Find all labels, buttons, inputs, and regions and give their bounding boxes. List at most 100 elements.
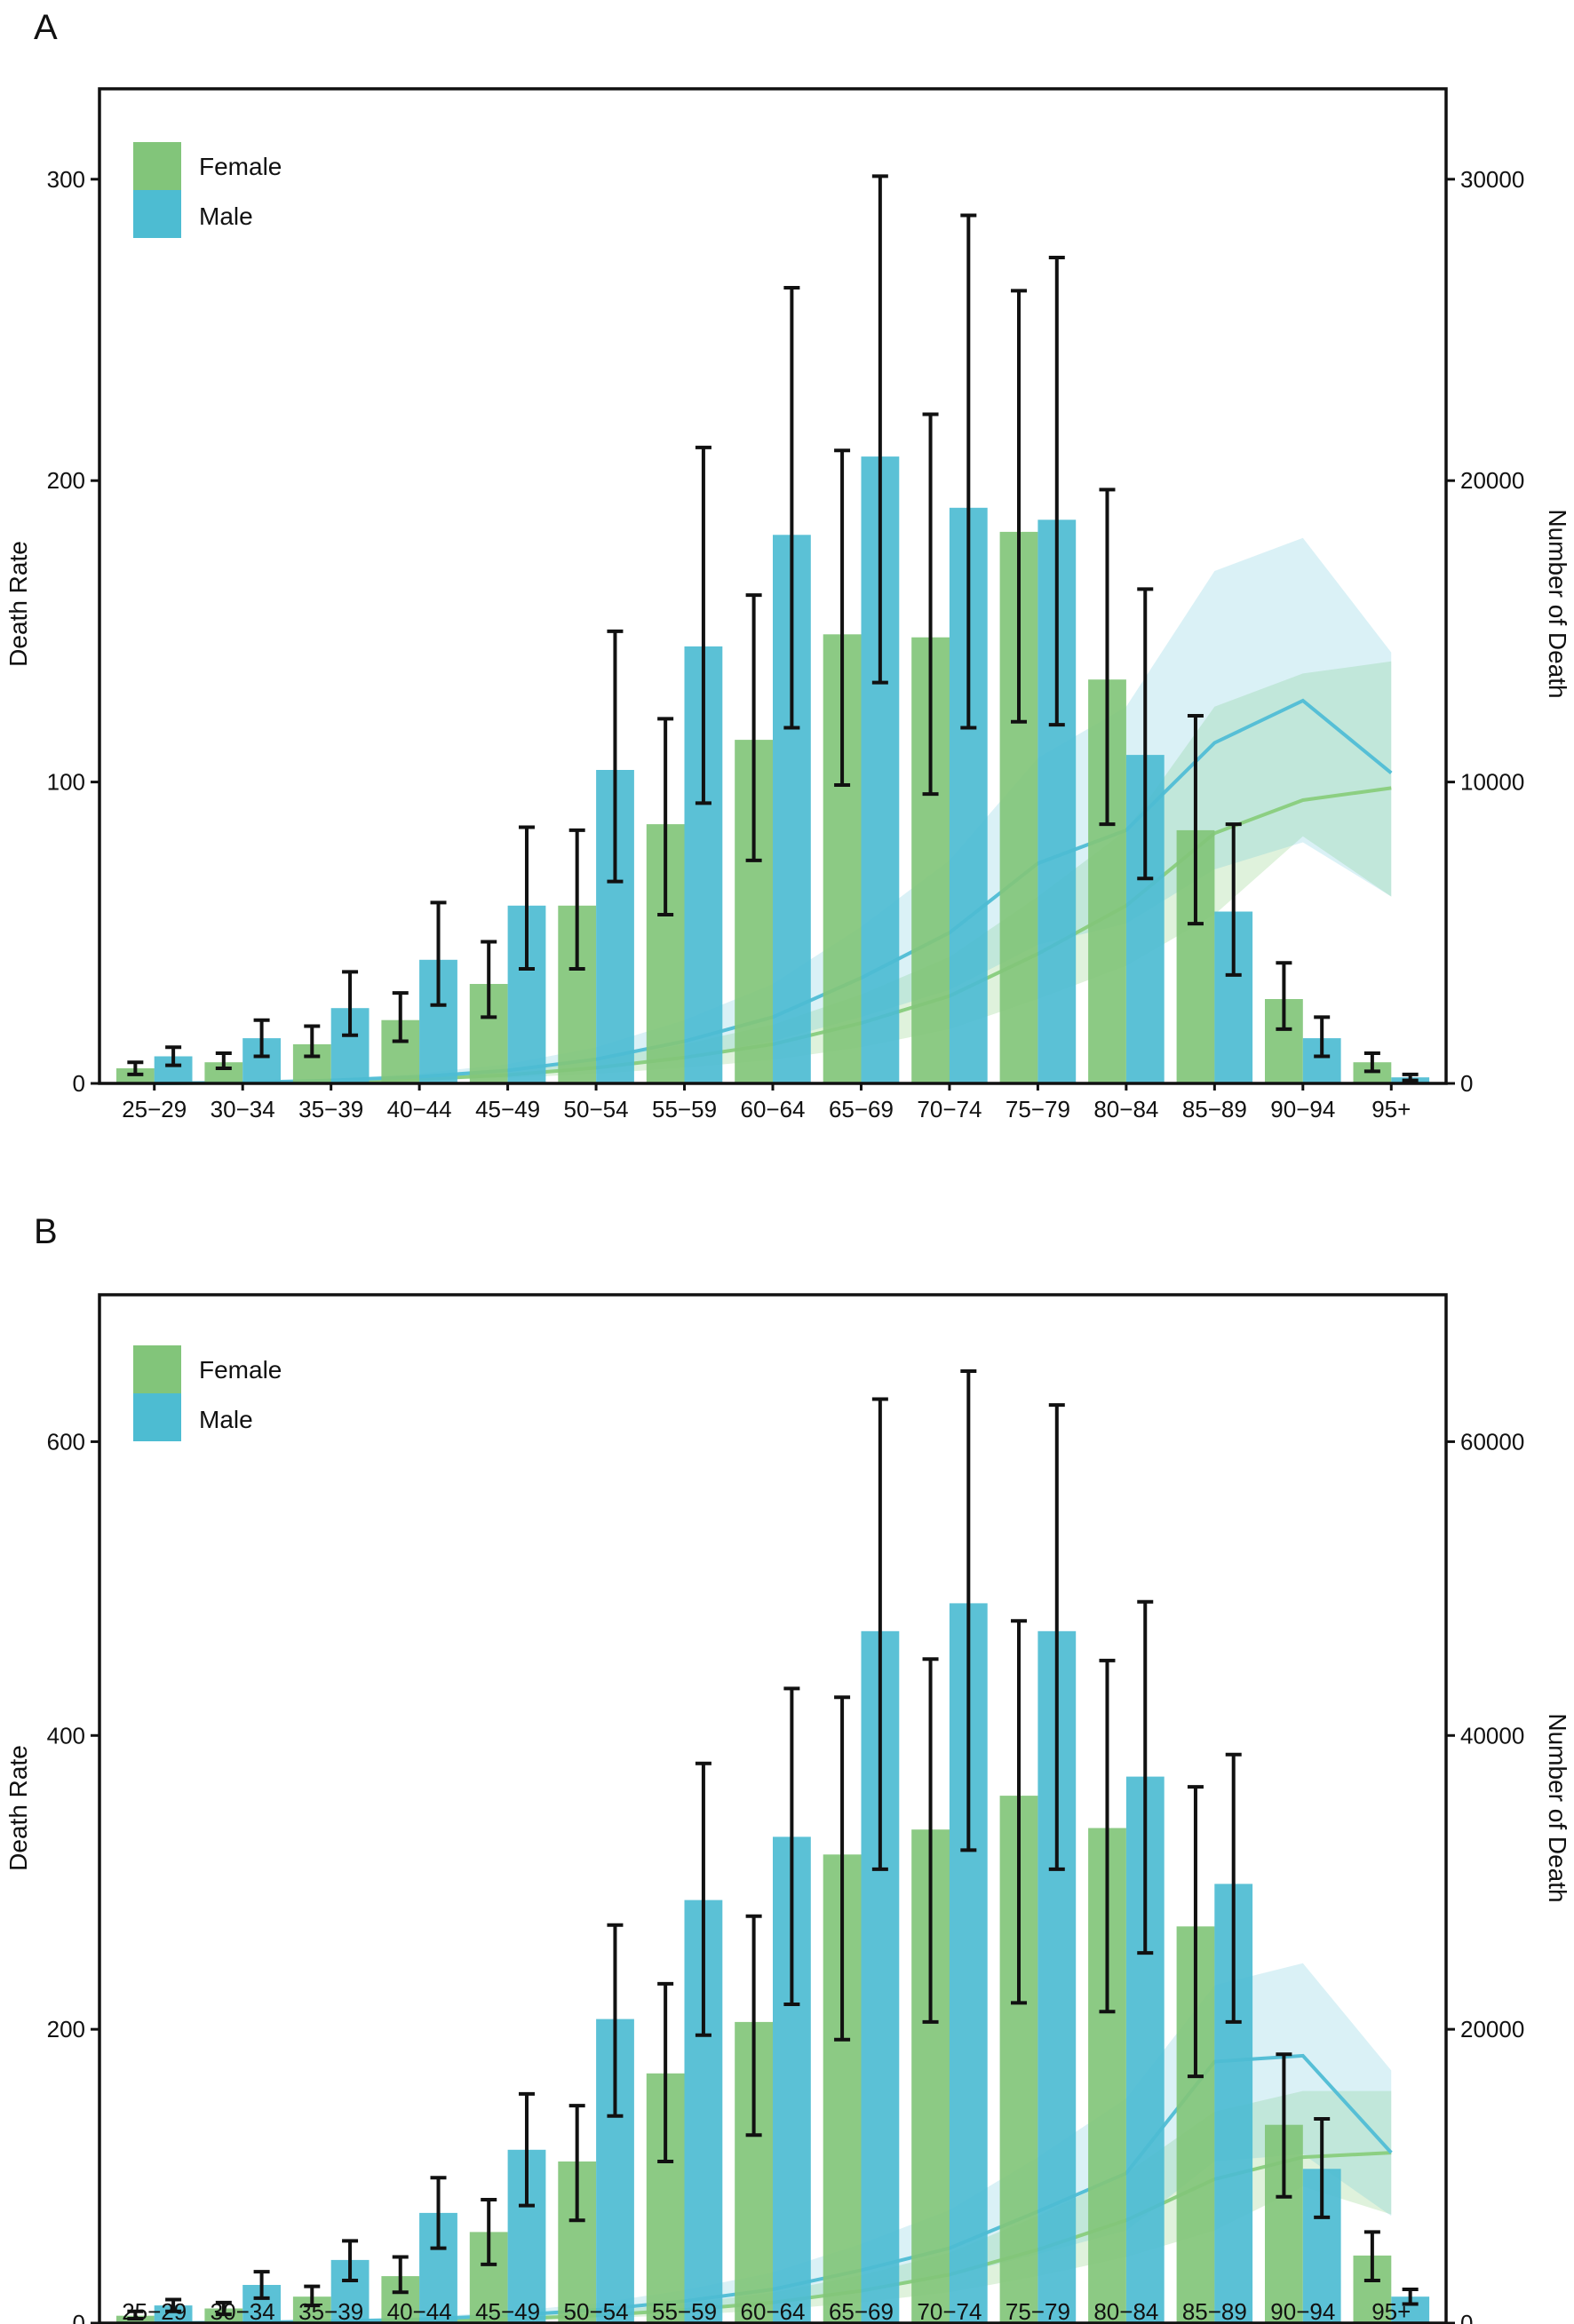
x-tick-label: 45−49 (475, 2298, 540, 2324)
y-right-tick-label: 60000 (1460, 1428, 1524, 1455)
x-tick-label: 45−49 (475, 1096, 540, 1122)
y-right-tick-label: 10000 (1460, 769, 1524, 796)
error-bar-female-6 (657, 717, 674, 916)
error-bar-male-0 (165, 1045, 182, 1067)
x-tick-label: 60−64 (740, 2298, 805, 2324)
x-tick-label: 40−44 (387, 2298, 452, 2324)
x-tick-label: 95+ (1371, 2298, 1411, 2324)
error-bar-male-7 (783, 1686, 800, 2007)
legend-swatch-male (133, 190, 181, 238)
x-tick-label: 40−44 (387, 1096, 452, 1122)
bar-male-0 (154, 2305, 193, 2323)
error-bar-male-12 (1225, 1752, 1242, 2024)
y-axis-right-label: Number of Death (1544, 509, 1571, 698)
legend: Female Male (133, 1345, 282, 1441)
axes: 0 100 200 300 0 10000 20000 30000 25−29 30−34 35−3… (47, 87, 1524, 1122)
axes: 0 200 400 600 0 20000 40000 60000 25−29 30−34 35−3… (47, 1293, 1524, 2324)
error-bar-female-3 (392, 2255, 409, 2295)
x-tick-label: 30−34 (211, 2298, 275, 2324)
error-bar-male-1 (253, 1018, 270, 1059)
error-bar-male-10 (1048, 256, 1065, 727)
error-bar-male-2 (342, 2239, 359, 2283)
y-tick-label: 0 (73, 1070, 85, 1097)
x-tick-label: 90−94 (1270, 1096, 1335, 1122)
error-bar-male-10 (1048, 1403, 1065, 1871)
legend-label-female: Female (199, 153, 282, 180)
error-bar-male-13 (1314, 2117, 1331, 2219)
error-bar-female-6 (657, 1981, 674, 2164)
error-bar-male-4 (518, 825, 535, 972)
error-bar-female-11 (1099, 488, 1116, 827)
error-bar-male-14 (1402, 2287, 1419, 2306)
error-bar-female-7 (745, 1914, 762, 2138)
error-bar-female-13 (1276, 961, 1292, 1031)
error-bar-female-11 (1099, 1658, 1116, 2014)
error-bar-female-1 (215, 1051, 232, 1071)
confidence-band-female (154, 2090, 1392, 2323)
error-bar-female-4 (481, 940, 497, 1019)
y-right-tick-label: 20000 (1460, 467, 1524, 494)
x-tick-label: 50−54 (564, 1096, 629, 1122)
x-tick-label: 85−89 (1182, 1096, 1247, 1122)
error-bar-male-3 (430, 900, 447, 1007)
y-tick-label: 200 (47, 2016, 85, 2042)
error-bar-male-7 (783, 286, 800, 730)
legend-label-male: Male (199, 1406, 253, 1433)
error-bar-female-2 (304, 1024, 321, 1059)
y-right-tick-label: 30000 (1460, 166, 1524, 193)
error-bar-female-3 (392, 991, 409, 1043)
error-bar-female-1 (215, 2300, 232, 2317)
error-bar-male-2 (342, 970, 359, 1037)
error-bar-female-13 (1276, 2052, 1292, 2199)
legend: Female Male (133, 142, 282, 238)
y-tick-label: 0 (73, 2310, 85, 2324)
error-bar-male-9 (960, 213, 977, 730)
legend-label-female: Female (199, 1356, 282, 1384)
x-tick-label: 80−84 (1093, 1096, 1158, 1122)
legend-label-male: Male (199, 202, 253, 230)
error-bar-male-5 (607, 1923, 624, 2118)
legend-swatch-female (133, 142, 181, 190)
bar-female-1 (204, 1062, 243, 1083)
x-tick-label: 75−79 (1006, 2298, 1070, 2324)
error-bar-female-9 (922, 412, 939, 797)
error-bar-male-8 (871, 174, 888, 685)
legend-swatch-male (133, 1393, 181, 1441)
y-tick-label: 400 (47, 1722, 85, 1749)
x-tick-label: 30−34 (211, 1096, 275, 1122)
y-tick-label: 300 (47, 166, 85, 193)
panel-label: A (34, 8, 58, 47)
x-tick-label: 95+ (1371, 1096, 1411, 1122)
x-tick-label: 85−89 (1182, 2298, 1247, 2324)
x-tick-label: 65−69 (829, 2298, 894, 2324)
x-tick-label: 55−59 (652, 1096, 717, 1122)
error-bar-female-2 (304, 2284, 321, 2308)
error-bar-female-10 (1011, 1619, 1028, 2005)
error-bar-male-12 (1225, 822, 1242, 977)
error-bar-male-13 (1314, 1015, 1331, 1059)
error-bar-male-8 (871, 1397, 888, 1871)
panel-label: B (34, 1212, 58, 1251)
error-bar-female-9 (922, 1657, 939, 2024)
error-bar-male-0 (165, 2297, 182, 2313)
error-bar-female-0 (127, 2309, 144, 2321)
error-bar-female-14 (1363, 2230, 1380, 2283)
x-tick-label: 65−69 (829, 1096, 894, 1122)
error-bar-male-3 (430, 2176, 447, 2250)
error-bar-male-5 (607, 629, 624, 884)
y-right-tick-label: 0 (1460, 1070, 1473, 1097)
x-tick-label: 90−94 (1270, 2298, 1335, 2324)
error-bar-female-0 (127, 1060, 144, 1076)
error-bar-female-12 (1187, 713, 1204, 926)
y-axis-label: Death Rate (4, 541, 32, 667)
error-bar-male-9 (960, 1369, 977, 1852)
error-bar-female-5 (568, 2104, 585, 2223)
error-bar-female-8 (834, 1695, 851, 2042)
y-axis-label: Death Rate (4, 1745, 32, 1871)
x-tick-label: 25−29 (122, 2298, 187, 2324)
confidence-band-female (154, 661, 1392, 1083)
error-bar-male-1 (253, 2270, 270, 2300)
panel-b: B Death Rate Number of Death 02004006000… (4, 1212, 1571, 2324)
x-tick-label: 80−84 (1093, 2298, 1158, 2324)
